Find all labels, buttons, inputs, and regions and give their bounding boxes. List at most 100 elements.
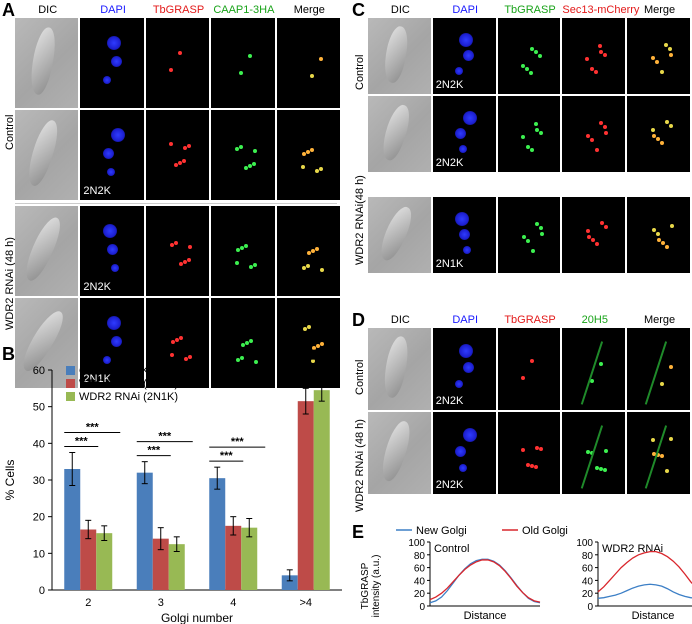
golgi-signal — [305, 150, 310, 154]
significance-label: *** — [147, 445, 161, 457]
nucleus — [102, 224, 117, 238]
golgi-signal — [599, 466, 604, 471]
panel-label-c: C — [352, 0, 365, 20]
golgi-signal — [183, 357, 188, 361]
golgi-signal — [655, 60, 660, 64]
golgi-signal — [603, 124, 608, 129]
golgi-signal — [173, 163, 178, 167]
panel_c-image-r2-c0 — [368, 197, 431, 273]
x-tick-label: 4 — [230, 597, 236, 609]
scale-bar — [650, 515, 672, 518]
golgi-signal — [249, 265, 254, 269]
x-tick-label: 3 — [158, 597, 164, 609]
nucleus — [102, 147, 114, 159]
golgi-signal — [604, 130, 609, 135]
nucleus — [454, 66, 463, 75]
golgi-signal — [534, 222, 539, 226]
significance-label: *** — [220, 450, 234, 462]
panel_d-image-r1-c4 — [627, 412, 690, 494]
y-axis-label: % Cells — [3, 460, 17, 501]
golgi-signal — [595, 465, 600, 470]
golgi-signal — [186, 144, 191, 148]
significance-label: *** — [292, 362, 306, 374]
nucleus — [458, 228, 470, 240]
golgi-signal — [306, 251, 311, 255]
nucleus — [106, 243, 118, 255]
panel_d-image-r1-c0 — [368, 412, 431, 494]
chart-title: Control — [434, 543, 469, 555]
golgi-signal — [524, 67, 529, 72]
panel_c-header-3: Sec13-mCherry — [562, 4, 640, 16]
panel_a-image-r1-c3 — [211, 110, 275, 200]
cell-silhouette — [379, 24, 412, 85]
nucleus — [458, 344, 473, 359]
bar — [225, 525, 242, 590]
panel_c-image-r2-c4 — [627, 197, 690, 273]
golgi-signal — [169, 243, 174, 247]
golgi-signal — [520, 135, 525, 139]
y-tick-label: 80 — [582, 551, 594, 562]
panel-label-e: E — [352, 522, 365, 542]
panel_c-image-r1-c0 — [368, 96, 431, 172]
panel_a-header-3: CAAP1-3HA — [213, 4, 275, 16]
flagellum — [645, 341, 668, 405]
legend-swatch — [66, 392, 75, 401]
panel_a-image-r2-c4 — [276, 206, 340, 296]
cell-stage-label: 2N2K — [435, 395, 464, 407]
nucleus — [106, 167, 115, 176]
golgi-signal — [520, 63, 525, 68]
y-tick-label: 0 — [419, 602, 425, 613]
panel_a-image-r1-c0 — [15, 110, 79, 200]
nucleus — [458, 464, 467, 473]
golgi-signal — [585, 57, 590, 61]
nucleus — [454, 446, 466, 458]
golgi-signal — [600, 221, 605, 226]
golgi-signal — [318, 167, 323, 171]
golgi-signal — [529, 358, 534, 363]
golgi-signal — [319, 268, 324, 272]
panel_d-image-r0-c3 — [562, 328, 626, 410]
x-tick-label: 2 — [85, 597, 91, 609]
golgi-signal — [311, 346, 316, 350]
panel_c-image-r1-c1: 2N2K — [432, 96, 496, 172]
panel_a-image-r3-c1: 2N1K — [80, 298, 144, 388]
nucleus — [454, 127, 466, 139]
golgi-signal — [525, 144, 530, 149]
golgi-signal — [236, 248, 241, 252]
nucleus — [110, 128, 125, 142]
panel_c-image-r1-c2 — [497, 96, 561, 172]
panel_a-header-1: DAPI — [100, 4, 126, 16]
bar — [281, 575, 298, 590]
nucleus — [110, 263, 119, 272]
panel_a-image-r2-c0 — [15, 206, 79, 296]
golgi-signal — [660, 69, 665, 74]
panel-d-row-label-control: Control — [354, 359, 366, 395]
golgi-signal — [168, 142, 173, 146]
golgi-signal — [178, 262, 183, 266]
golgi-signal — [599, 361, 604, 366]
y-tick-label: 40 — [414, 576, 426, 587]
golgi-signal — [248, 54, 253, 58]
golgi-signal — [305, 264, 310, 268]
golgi-signal — [235, 147, 240, 151]
golgi-signal — [178, 336, 183, 340]
panel_a-image-r3-c2 — [145, 298, 210, 388]
panel_d-header-2: TbGRASP — [504, 314, 556, 326]
significance-label: *** — [75, 436, 89, 448]
legend-swatch — [66, 366, 75, 375]
bar — [152, 538, 169, 590]
bar — [136, 472, 153, 590]
tbgrasp-intensity-line-charts: New Golgi Old Golgi TbGRASPintensity (a.u.… — [360, 525, 692, 622]
y-tick-label: 60 — [33, 365, 45, 377]
panel_a-image-r0-c4 — [276, 18, 340, 108]
golgi-signal — [254, 360, 259, 364]
panel_d-image-r0-c4 — [627, 328, 690, 410]
golgi-signal — [652, 228, 657, 232]
panel_c-header-1: DAPI — [452, 4, 479, 16]
golgi-signal — [525, 462, 530, 467]
panel-label-a: A — [2, 0, 15, 20]
golgi-signal — [656, 452, 661, 457]
golgi-signal — [660, 454, 665, 458]
golgi-signal — [240, 246, 245, 250]
legend-label: WDR2 RNAi (2N1K) — [79, 391, 178, 403]
